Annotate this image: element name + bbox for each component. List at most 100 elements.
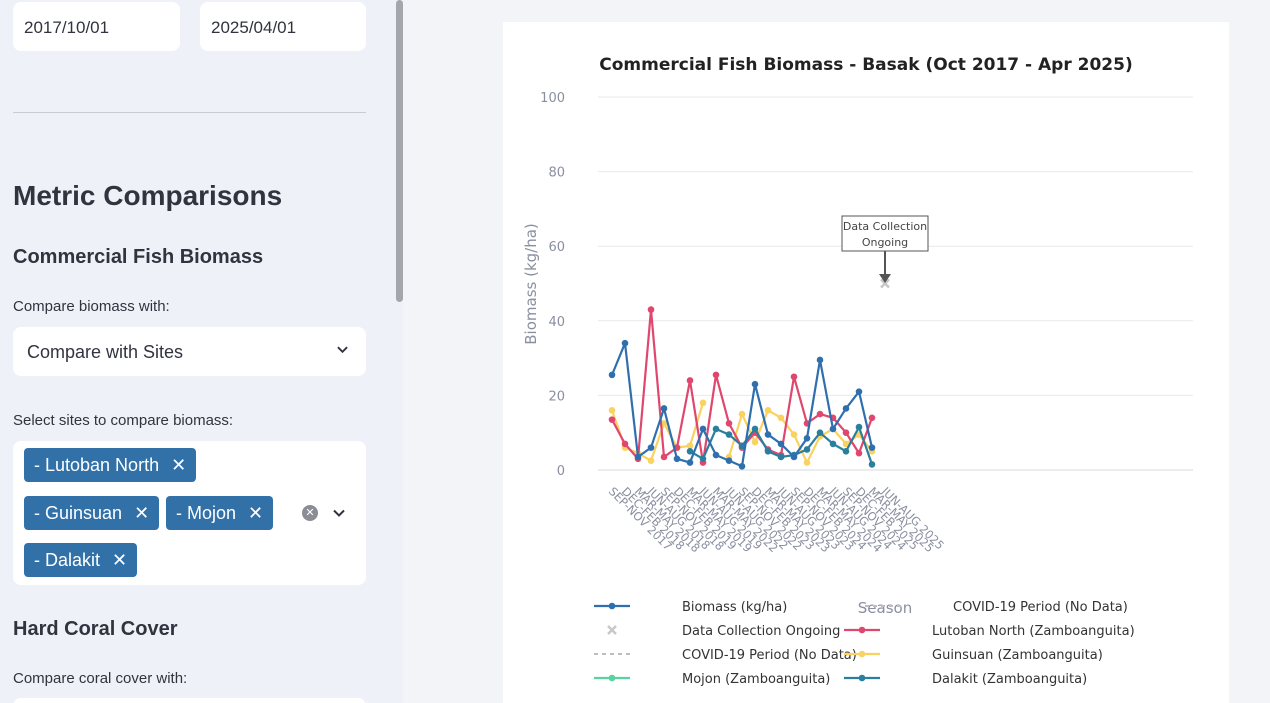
remove-tag-icon[interactable]: ✕ (112, 549, 128, 570)
site-tag[interactable]: - Lutoban North ✕ (24, 448, 197, 482)
coral-compare-label: Compare coral cover with: (13, 670, 188, 687)
gridlines (598, 96, 1193, 471)
data-point-lutoban (725, 420, 733, 427)
data-point-biomass (699, 425, 707, 433)
data-point-biomass (868, 444, 876, 451)
y-tick-label: 80 (548, 166, 565, 181)
site-tag-label: - Guinsuan (34, 502, 123, 523)
series-lines (608, 306, 876, 470)
chevron-down-icon (337, 346, 348, 354)
data-point-guinsuan (777, 414, 785, 422)
y-tick-label: 40 (548, 315, 565, 330)
data-point-biomass (725, 457, 733, 464)
y-tick-label: 0 (557, 464, 565, 479)
site-tag-label: - Mojon (176, 502, 237, 523)
legend-swatch-dot (608, 602, 616, 610)
data-point-biomass (647, 444, 655, 451)
data-point-guinsuan (790, 431, 798, 438)
legend-label: COVID-19 Period (No Data) (682, 648, 857, 663)
annotation-arrowhead (879, 274, 891, 283)
data-point-lutoban (660, 453, 668, 461)
data-point-guinsuan (647, 457, 655, 464)
data-point-dalakit (816, 429, 824, 437)
y-tick-label: 100 (540, 91, 565, 106)
y-axis-label: Biomass (kg/ha) (522, 223, 540, 345)
legend-label: COVID-19 Period (No Data) (953, 600, 1128, 615)
legend-label: Data Collection Ongoing (682, 624, 840, 639)
remove-tag-icon[interactable]: ✕ (248, 502, 264, 523)
data-point-lutoban (712, 371, 720, 379)
data-point-biomass (738, 462, 746, 470)
data-point-biomass (686, 459, 694, 466)
legend-label: Mojon (Zamboanguita) (682, 672, 830, 687)
data-point-biomass (790, 453, 798, 461)
y-tick-label: 20 (548, 389, 565, 404)
data-point-biomass (621, 339, 629, 347)
data-point-lutoban (816, 410, 824, 418)
data-point-lutoban (790, 373, 798, 381)
legend-item[interactable]: Lutoban North (Zamboanguita) (844, 624, 1135, 639)
data-point-guinsuan (738, 410, 746, 418)
remove-tag-icon[interactable]: ✕ (171, 454, 187, 475)
data-point-biomass (673, 455, 681, 463)
site-tag[interactable]: - Mojon ✕ (166, 496, 274, 530)
select-sites-label: Select sites to compare biomass: (13, 412, 234, 429)
data-point-lutoban (608, 416, 616, 423)
legend-item[interactable]: COVID-19 Period (No Data) (594, 648, 857, 663)
legend-label: Guinsuan (Zamboanguita) (932, 648, 1103, 663)
data-point-guinsuan (608, 407, 616, 414)
legend-swatch-dot (858, 626, 866, 634)
legend-label: Biomass (kg/ha) (682, 600, 787, 615)
compare-select[interactable]: Compare with Sites (13, 327, 366, 376)
annotation-line2: Ongoing (862, 236, 908, 249)
chart-card: Commercial Fish Biomass - Basak (Oct 201… (503, 22, 1229, 703)
legend-label: Lutoban North (Zamboanguita) (932, 624, 1135, 639)
data-point-dalakit (712, 425, 720, 433)
data-point-biomass (660, 405, 668, 412)
start-date-input[interactable]: 2017/10/01 (13, 2, 180, 51)
x-axis-label: Season (858, 599, 912, 617)
legend-item[interactable]: Guinsuan (Zamboanguita) (844, 648, 1103, 663)
data-point-lutoban (621, 440, 629, 448)
site-tag[interactable]: - Guinsuan ✕ (24, 496, 160, 530)
remove-tag-icon[interactable]: ✕ (134, 502, 150, 523)
coral-compare-select[interactable] (13, 698, 366, 703)
data-point-dalakit (842, 448, 850, 455)
data-point-lutoban (647, 306, 655, 313)
site-tag[interactable]: - Dalakit ✕ (24, 543, 138, 577)
data-point-dalakit (764, 448, 772, 455)
end-date-input[interactable]: 2025/04/01 (200, 2, 366, 51)
ongoing-marker (880, 278, 890, 289)
coral-heading: Hard Coral Cover (13, 618, 178, 640)
sites-multiselect[interactable]: - Lutoban North ✕ - Guinsuan ✕ - Mojon ✕… (13, 441, 366, 585)
biomass-heading: Commercial Fish Biomass (13, 246, 264, 268)
chevron-down-icon[interactable] (333, 507, 345, 519)
series-line-lutoban (611, 309, 874, 463)
data-point-dalakit (829, 440, 837, 448)
clear-all-icon[interactable]: ✕ (302, 505, 318, 521)
divider (13, 112, 366, 113)
legend-item[interactable]: COVID-19 Period (No Data) (865, 600, 1128, 615)
legend-swatch-dot (608, 674, 616, 682)
data-point-guinsuan (764, 407, 772, 414)
y-tick-label: 60 (548, 240, 565, 255)
data-point-lutoban (842, 429, 850, 437)
legend-item[interactable]: Data Collection Ongoing (607, 624, 840, 639)
data-point-biomass (634, 453, 642, 461)
data-point-dalakit (699, 455, 707, 463)
legend-item[interactable]: Mojon (Zamboanguita) (594, 672, 830, 687)
annotation-line1: Data Collection (843, 220, 927, 233)
sidebar: 2017/10/01 2025/04/01 Metric Comparisons… (0, 0, 403, 703)
data-point-lutoban (855, 449, 863, 457)
data-point-guinsuan (842, 440, 850, 448)
sidebar-scrollbar[interactable] (396, 0, 403, 302)
legend: Biomass (kg/ha) COVID-19 Period (No Data)… (594, 600, 1135, 687)
chart-title: Commercial Fish Biomass - Basak (Oct 201… (599, 55, 1132, 75)
data-point-biomass (803, 434, 811, 442)
legend-item[interactable]: Dalakit (Zamboanguita) (844, 672, 1087, 687)
legend-swatch-dot (858, 674, 866, 682)
data-point-guinsuan (751, 438, 759, 446)
legend-item[interactable]: Biomass (kg/ha) (594, 600, 787, 615)
data-point-biomass (829, 425, 837, 433)
